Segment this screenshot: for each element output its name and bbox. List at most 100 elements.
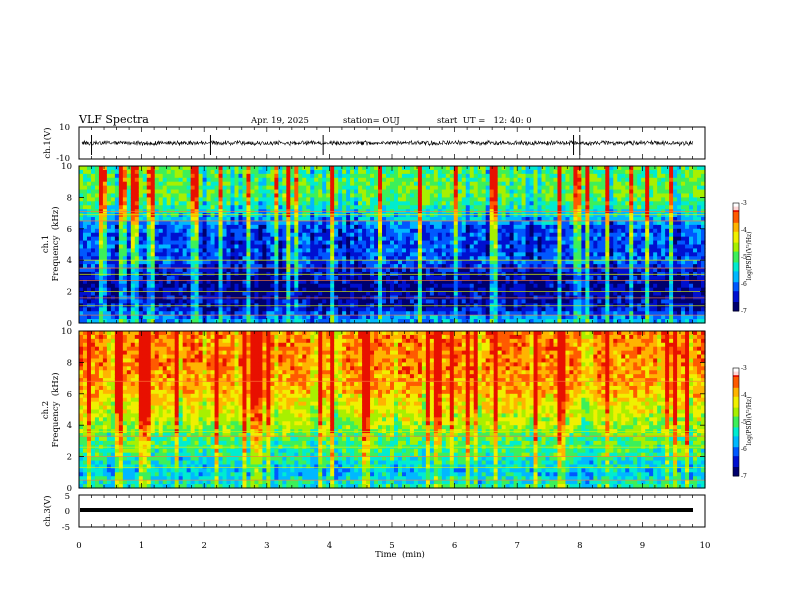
spectrogram-cell (170, 256, 176, 261)
spectrogram-cell (282, 205, 287, 210)
spectrogram-cell (182, 315, 188, 320)
spectrogram-cell (194, 236, 200, 242)
spectrogram-cell (238, 244, 244, 250)
spectrogram-cell (350, 287, 355, 293)
spectrogram-cell (573, 228, 579, 234)
spectrogram-cell (114, 248, 120, 253)
spectrogram-cell (198, 315, 204, 320)
spectrogram-cell (98, 169, 104, 175)
spectrogram-cell (278, 252, 283, 257)
spectrogram-cell (465, 205, 471, 210)
spectrogram-cell (477, 201, 483, 206)
spectrogram-cell (342, 169, 347, 175)
spectrogram-cell (286, 185, 291, 191)
spectrogram-cell (378, 197, 383, 202)
spectrogram-cell (429, 166, 435, 171)
spectrogram-cell (79, 232, 84, 238)
spectrogram-cell (126, 291, 132, 297)
spectrogram-cell (322, 201, 327, 206)
spectrogram-cell (194, 189, 200, 195)
spectrogram-cell (110, 181, 116, 187)
spectrogram-cell (114, 319, 120, 324)
spectrogram-cell (166, 224, 172, 230)
spectrogram-cell (306, 264, 311, 269)
spectrogram-cell (106, 315, 112, 320)
spectrogram-cell (433, 236, 439, 242)
spectrogram-cell (310, 185, 315, 191)
spectrogram-cell (417, 279, 423, 285)
spectrogram-cell (525, 248, 531, 253)
spectrogram-cell (469, 319, 475, 324)
spectrogram-cell (473, 224, 479, 230)
spectrogram-cell (553, 224, 559, 230)
spectrogram-cell (278, 264, 283, 269)
spectrogram-cell (246, 315, 252, 320)
spectrogram-cell (310, 236, 315, 242)
spectrogram-cell (413, 291, 419, 297)
spectrogram-cell (202, 256, 208, 261)
spectrogram-cell (298, 240, 303, 246)
spectrogram-cell (489, 240, 495, 246)
spectrogram-cell (362, 193, 367, 198)
spectrogram-cell (429, 217, 435, 222)
spectrogram-cell (182, 275, 188, 281)
spectrogram-cell (453, 260, 459, 265)
spectrogram-cell (322, 260, 327, 265)
spectrogram-cell (541, 232, 547, 238)
spectrogram-cell (393, 177, 399, 183)
spectrogram-cell (210, 279, 216, 285)
spectrogram-cell (106, 193, 112, 198)
spectrogram-cell (110, 256, 116, 261)
spectrogram-cell (509, 220, 515, 226)
spectrogram-cell (481, 166, 487, 171)
spectrogram-cell (541, 260, 547, 265)
spectrogram-cell (174, 224, 180, 230)
spectrogram-cell (134, 177, 140, 183)
spectrogram-cell (162, 307, 168, 312)
spectrogram-cell (314, 299, 319, 304)
spectrogram-cell (537, 291, 543, 297)
spectrogram-cell (158, 181, 164, 187)
spectrogram-cell (525, 236, 531, 242)
spectrogram-cell (366, 244, 371, 250)
spectrogram-cell (557, 213, 563, 218)
spectrogram-cell (254, 311, 260, 316)
spectrogram-cell (393, 275, 399, 281)
spectrogram-cell (138, 189, 144, 195)
spectrogram-cell (366, 256, 371, 261)
spectrogram-cell (326, 181, 331, 187)
spectrogram-cell (473, 244, 479, 250)
spectrogram-cell (226, 197, 232, 202)
spectrogram-cell (501, 252, 507, 257)
spectrogram-cell (114, 279, 120, 285)
spectrogram-cell (318, 244, 323, 250)
spectrogram-cell (266, 279, 271, 285)
spectrogram-cell (493, 205, 499, 210)
spectrogram-cell (86, 260, 92, 265)
spectrogram-cell (242, 291, 248, 297)
spectrogram-cell (294, 307, 299, 312)
spectrogram-cell (382, 279, 387, 285)
spectrogram-cell (318, 248, 323, 253)
spectrogram-cell (118, 256, 124, 261)
spectrogram-cell (533, 217, 539, 222)
spectrogram-cell (262, 201, 267, 206)
spectrogram-cell (409, 169, 415, 175)
spectrogram-cell (425, 173, 431, 179)
spectrogram-cell (242, 197, 248, 202)
spectrogram-cell (553, 205, 559, 210)
spectrogram-cell (79, 205, 84, 210)
spectrogram-cell (393, 213, 399, 218)
spectrogram-cell (314, 205, 319, 210)
spectrogram-cell (170, 220, 176, 226)
spectrogram-cell (226, 299, 232, 304)
spectrogram-cell (178, 252, 184, 257)
spectrogram-cell (517, 189, 523, 195)
spectrogram-cell (230, 166, 236, 171)
spectrogram-cell (322, 275, 327, 281)
spectrogram-cell (533, 283, 539, 289)
spectrogram-cell (258, 169, 264, 175)
spectrogram-cell (485, 291, 491, 297)
spectrogram-cell (194, 193, 200, 198)
spectrogram-cell (409, 291, 415, 297)
